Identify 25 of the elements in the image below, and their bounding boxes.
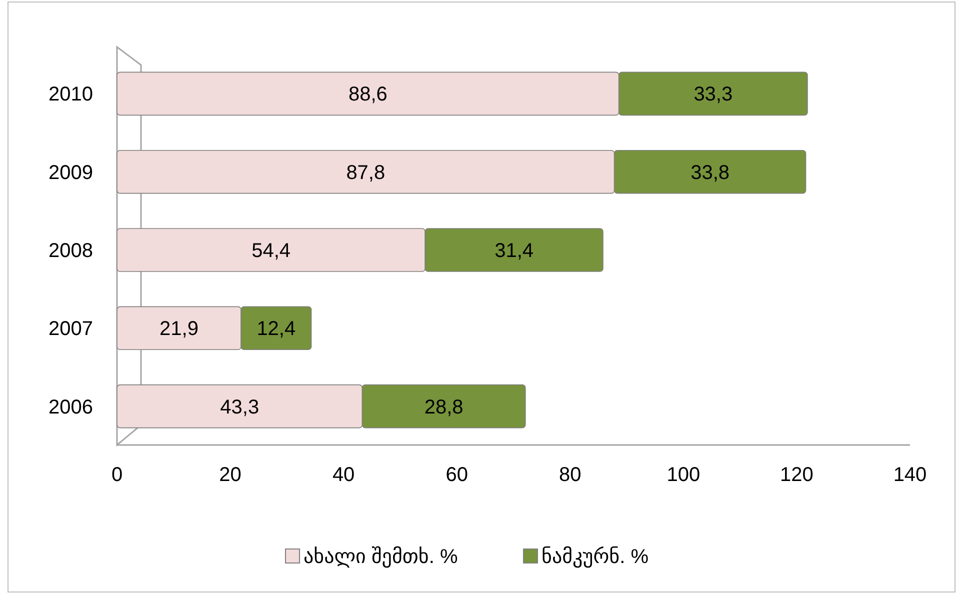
x-tick-label: 0	[111, 464, 123, 486]
x-tick-label: 80	[559, 464, 582, 486]
data-label: 33,8	[690, 162, 730, 184]
y-tick-label: 2008	[48, 240, 93, 262]
x-tick-label: 20	[219, 464, 242, 486]
data-label: 43,3	[220, 396, 260, 418]
data-label: 12,4	[256, 318, 296, 340]
data-label: 54,4	[252, 240, 291, 262]
y-tick-label: 2006	[48, 396, 93, 418]
y-tick-label: 2007	[48, 318, 93, 340]
x-tick-label: 120	[780, 464, 814, 486]
data-label: 28,8	[424, 396, 464, 418]
y-tick-label: 2010	[48, 84, 93, 106]
x-tick-label: 140	[893, 464, 927, 486]
x-tick-label: 40	[332, 464, 355, 486]
x-tick-label: 100	[666, 464, 700, 486]
x-tick-label: 60	[446, 464, 468, 486]
data-label: 33,3	[694, 84, 733, 106]
legend-label: ნამკურნ. %	[542, 546, 649, 568]
data-label: 21,9	[160, 318, 198, 340]
data-label: 88,6	[348, 84, 388, 106]
data-label: 31,4	[494, 240, 534, 262]
legend-label: ახალი შემთხ. %	[304, 546, 458, 568]
y-tick-label: 2009	[48, 162, 93, 184]
data-label: 87,8	[346, 162, 386, 184]
